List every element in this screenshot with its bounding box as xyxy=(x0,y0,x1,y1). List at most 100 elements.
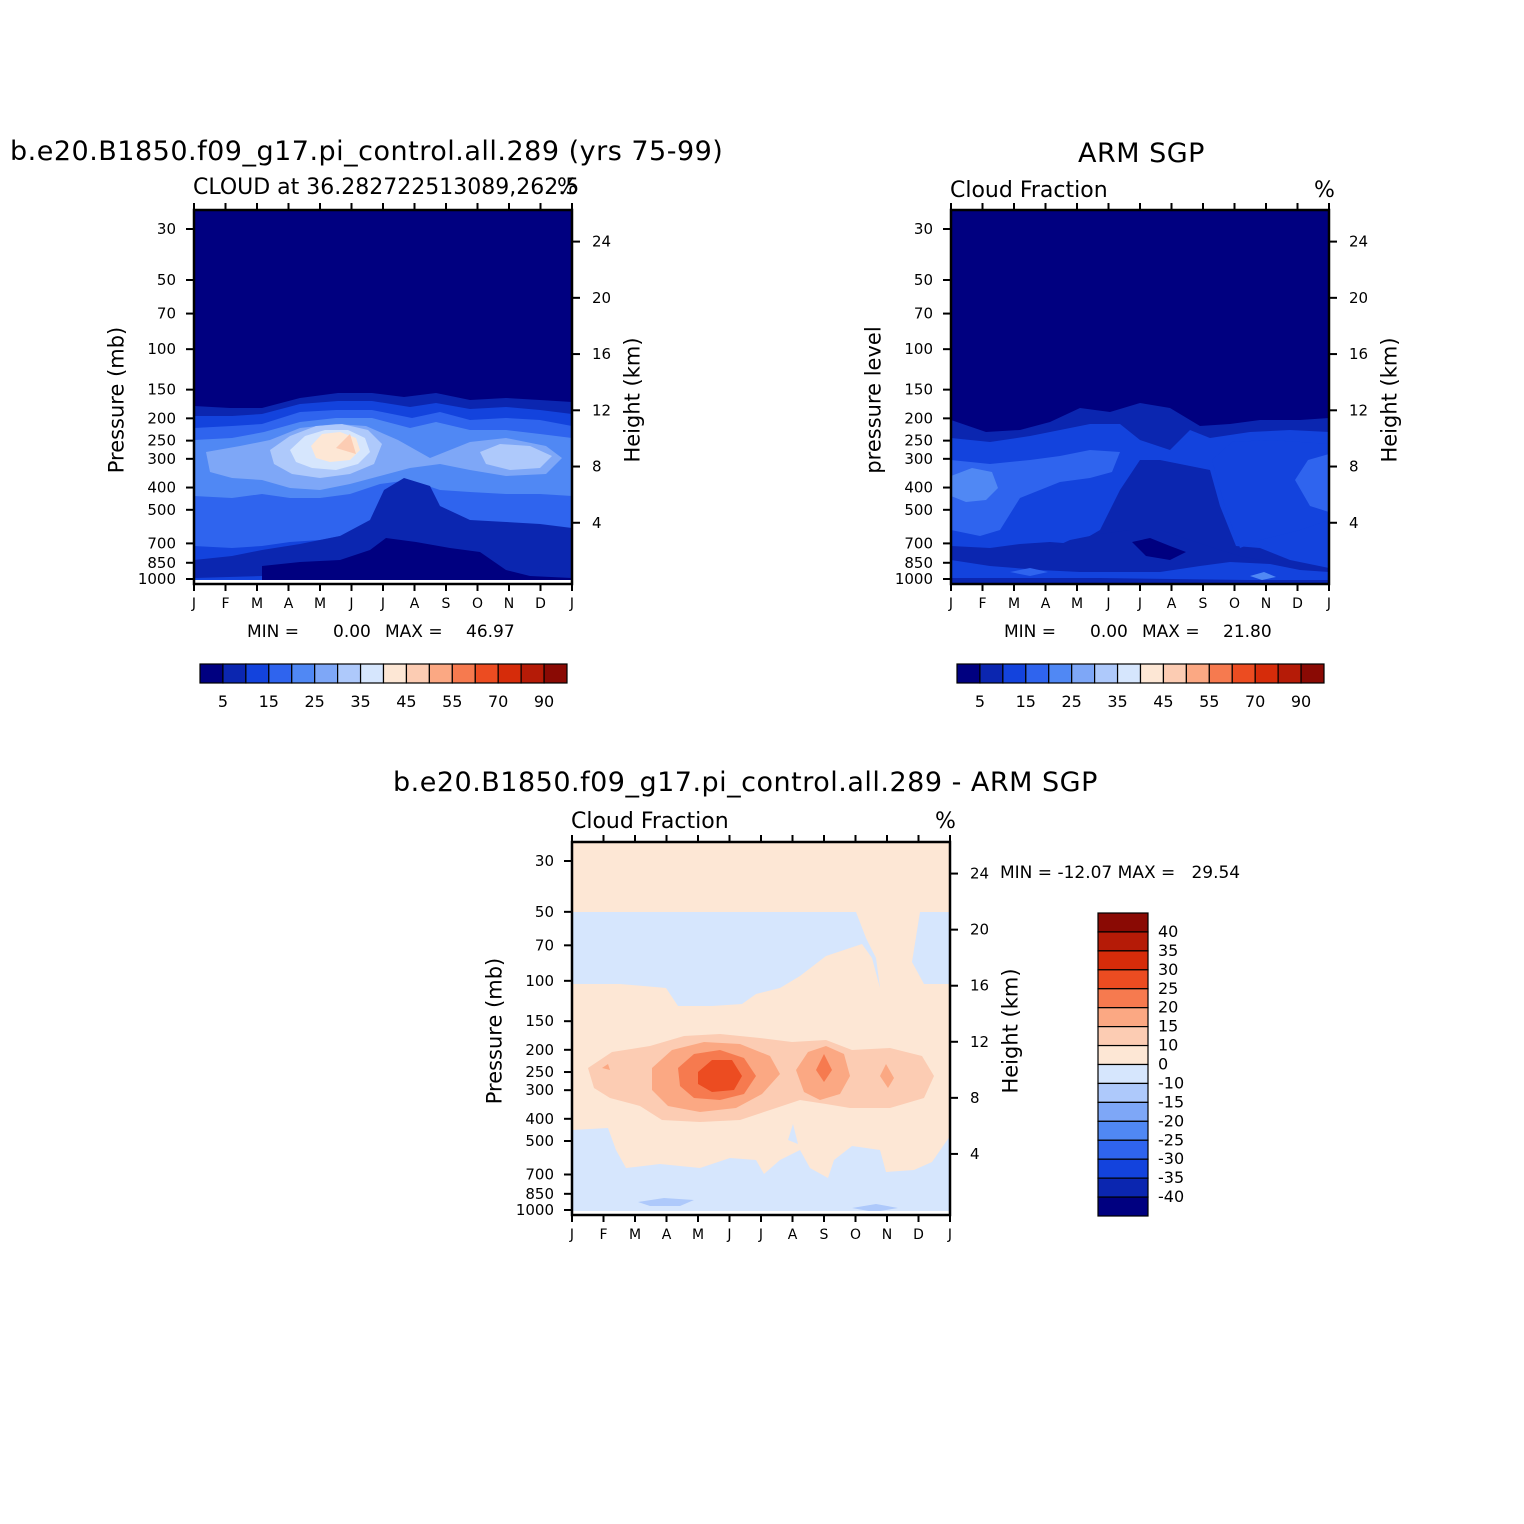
colorbar3-swatch xyxy=(1097,1044,1149,1066)
p3-neg-upper xyxy=(572,912,880,1006)
p2-lower-6 xyxy=(951,578,1329,584)
panel3-title: b.e20.B1850.f09_g17.pi_control.all.289 -… xyxy=(393,767,1098,798)
colorbar3-swatch xyxy=(1097,1101,1149,1122)
p3-xtick-label: A xyxy=(662,1227,672,1243)
p2-ytick-right-label: 16 xyxy=(1349,345,1368,363)
colorbar1-swatch xyxy=(497,663,522,684)
p2-band-3 xyxy=(951,450,1120,536)
p2-ytick-label: 50 xyxy=(914,271,933,289)
colorbar1-swatch xyxy=(474,663,499,684)
p3-xtick-label: O xyxy=(850,1227,861,1243)
p3-pos-2d xyxy=(602,1064,610,1070)
p2-ytick-label: 850 xyxy=(904,554,933,572)
panel2-units: % xyxy=(1314,178,1335,203)
colorbar3-label: -25 xyxy=(1158,1130,1184,1149)
colorbar1-swatch xyxy=(359,663,385,684)
colorbar2-swatch xyxy=(1162,663,1187,684)
p1-ytick-label: 250 xyxy=(147,432,176,450)
colorbar1-swatch xyxy=(314,663,339,684)
p2-xtick-label: J xyxy=(1137,596,1142,612)
p1-ytick-label: 150 xyxy=(147,381,176,399)
p2-xtick-label: J xyxy=(1105,596,1110,612)
p1-xtick-label: M xyxy=(251,596,263,612)
colorbar1-swatch xyxy=(428,663,453,684)
p2-ytick-label: 1000 xyxy=(895,570,933,588)
p3-ytick-label: 500 xyxy=(525,1132,554,1150)
p3-neg-blob2 xyxy=(852,1204,898,1212)
colorbar1-label: 90 xyxy=(534,692,554,711)
colorbar2-swatch xyxy=(1116,663,1142,684)
p1-ytick-right-label: 12 xyxy=(592,401,611,419)
p3-neg-upper-r xyxy=(912,912,950,984)
p3-neg-blob1 xyxy=(638,1198,694,1206)
panel3-units: % xyxy=(935,809,956,834)
p2-xtick-label: M xyxy=(1008,596,1020,612)
p1-xtick-label: J xyxy=(380,596,385,612)
p2-lower-5 xyxy=(1250,572,1276,580)
panel2-subtitle: Cloud Fraction xyxy=(950,178,1108,203)
p2-xtick-label: M xyxy=(1071,596,1083,612)
panel1-max-value: 46.97 xyxy=(466,622,515,642)
panel2-contours xyxy=(951,210,1329,584)
p2-ytick-right-label: 8 xyxy=(1349,458,1359,476)
colorbar3-swatch xyxy=(1097,1026,1149,1047)
colorbar3-label: 20 xyxy=(1158,998,1178,1017)
p2-xtick-label: A xyxy=(1041,596,1051,612)
p1-lower-2 xyxy=(262,538,572,584)
p3-ytick-label: 850 xyxy=(525,1185,554,1203)
colorbar1-label: 5 xyxy=(218,692,228,711)
p3-ytick-label: 50 xyxy=(535,903,554,921)
colorbar2-label: 15 xyxy=(1016,692,1036,711)
p3-pos-3b xyxy=(816,1054,832,1082)
panel2-title: ARM SGP xyxy=(1078,138,1205,169)
p3-ytick-label: 250 xyxy=(525,1063,554,1081)
colorbar2-label: 90 xyxy=(1291,692,1311,711)
colorbar1-swatch xyxy=(337,663,362,684)
colorbar1-swatch xyxy=(451,663,476,684)
p2-ytick-right-label: 24 xyxy=(1349,233,1368,251)
colorbar2-swatch xyxy=(1139,663,1165,684)
p1-ytick-label: 70 xyxy=(157,305,176,323)
p1-band-9 xyxy=(336,434,356,454)
p1-ytick-label: 500 xyxy=(147,501,176,519)
p1-ytick-right-label: 24 xyxy=(592,233,611,251)
colorbar2-swatch xyxy=(1071,663,1096,684)
colorbar3-swatch xyxy=(1097,1120,1149,1141)
colorbar2-swatch xyxy=(1002,663,1027,684)
p1-xtick-label: J xyxy=(348,596,353,612)
panel1-contours xyxy=(194,210,572,584)
p2-xtick-label: O xyxy=(1229,596,1240,612)
colorbar2-swatch xyxy=(1254,663,1279,684)
panel2-max-label: MAX = xyxy=(1142,622,1200,642)
p2-xtick-label: N xyxy=(1261,596,1271,612)
colorbar3-swatch xyxy=(1097,1177,1149,1198)
colorbar1-label: 45 xyxy=(396,692,416,711)
colorbar1-swatch xyxy=(520,663,545,684)
colorbar1-label: 25 xyxy=(305,692,325,711)
p3-xtick-label: J xyxy=(758,1227,763,1243)
p2-ytick-label: 400 xyxy=(904,479,933,497)
p3-ytick-label: 100 xyxy=(525,972,554,990)
panel2-min-value: 0.00 xyxy=(1090,622,1128,642)
p1-xtick-label: D xyxy=(535,596,546,612)
p1-ytick-right-label: 20 xyxy=(592,289,611,307)
colorbar3-label: 30 xyxy=(1158,960,1178,979)
colorbar1-swatch xyxy=(245,663,270,684)
p3-xtick-label: S xyxy=(820,1227,829,1243)
colorbar3-label: -35 xyxy=(1158,1168,1184,1187)
colorbar3-label: 0 xyxy=(1158,1055,1168,1074)
p2-band-3b xyxy=(1295,454,1329,512)
p3-xtick-label: A xyxy=(788,1227,798,1243)
colorbar1-swatch xyxy=(405,663,430,684)
colorbar3-label: 40 xyxy=(1158,922,1178,941)
colorbar3-label: 10 xyxy=(1158,1036,1178,1055)
p2-ytick-label: 100 xyxy=(904,340,933,358)
colorbar1-label: 15 xyxy=(259,692,279,711)
colorbar3-swatch xyxy=(1097,931,1149,952)
colorbar2-swatch xyxy=(1025,663,1050,684)
p3-xtick-label: J xyxy=(947,1227,952,1243)
colorbar1-label: 70 xyxy=(488,692,508,711)
colorbar3-swatch xyxy=(1097,1158,1149,1179)
p1-xtick-label: J xyxy=(191,596,196,612)
colorbar3-label: -20 xyxy=(1158,1111,1184,1130)
